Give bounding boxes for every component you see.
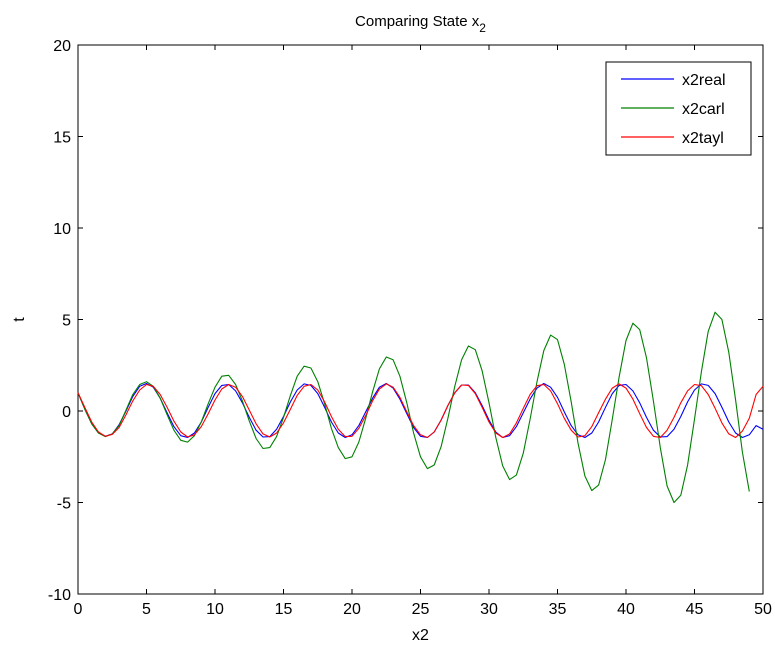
x-tick-label: 40 — [617, 601, 635, 618]
legend: x2real x2carl x2tayl — [605, 61, 752, 156]
legend-label-x2carl: x2carl — [682, 101, 725, 118]
chart-title-main: Comparing State x — [355, 13, 480, 30]
y-tick-label: 0 — [62, 404, 71, 421]
x-tick-label: 5 — [142, 601, 151, 618]
x-tick-label: 20 — [343, 601, 361, 618]
x-axis-title: x2 — [412, 627, 429, 644]
chart-title: Comparing State x2 — [355, 13, 486, 35]
series-line-x2carl — [77, 311, 750, 504]
legend-label-x2tayl: x2tayl — [682, 130, 724, 147]
ticks-layer: 0 5 10 15 20 25 30 35 40 45 50 -10 -5 0 5 10 15 20 — [48, 38, 772, 618]
y-tick-label: 10 — [53, 221, 71, 238]
y-tick-label: 5 — [62, 313, 71, 330]
series-line-x2real — [77, 382, 764, 439]
y-tick-label: -10 — [48, 587, 71, 604]
x-tick-label: 35 — [549, 601, 567, 618]
series-layer — [77, 311, 764, 504]
x-tick-label: 45 — [686, 601, 704, 618]
y-tick-label: 20 — [53, 38, 71, 55]
y-tick-label: -5 — [57, 496, 71, 513]
legend-label-x2real: x2real — [682, 72, 726, 89]
y-axis-title: t — [11, 317, 28, 322]
y-tick-label: 15 — [53, 130, 71, 147]
x-tick-label: 30 — [480, 601, 498, 618]
legend-items: x2real x2carl x2tayl — [621, 72, 726, 147]
x-tick-label: 10 — [206, 601, 224, 618]
x-tick-label: 25 — [412, 601, 430, 618]
x-tick-label: 15 — [275, 601, 293, 618]
series-line-x2tayl — [77, 383, 764, 439]
chart-title-subscript: 2 — [479, 21, 486, 35]
x-tick-label: 50 — [754, 601, 772, 618]
x-tick-label: 0 — [74, 601, 83, 618]
